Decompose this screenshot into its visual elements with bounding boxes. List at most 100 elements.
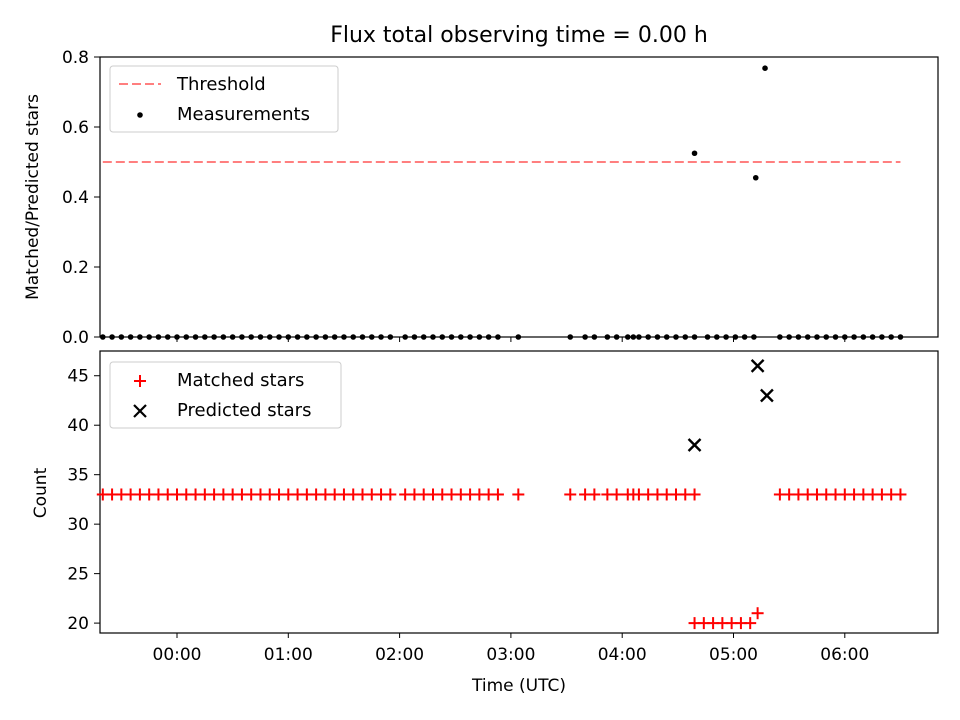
chart-title: Flux total observing time = 0.00 h xyxy=(330,23,708,48)
measurement-point xyxy=(313,334,319,340)
top-y-tick-label: 0.8 xyxy=(62,48,89,68)
measurement-point xyxy=(485,334,492,340)
measurement-point xyxy=(823,334,830,340)
measurement-point xyxy=(704,334,711,340)
measurement-point xyxy=(515,334,522,340)
measurement-point xyxy=(109,334,115,340)
measurement-point xyxy=(430,334,436,340)
measurement-point xyxy=(691,150,698,157)
top-legend-box xyxy=(109,65,339,133)
measurement-point xyxy=(752,174,759,181)
measurement-point xyxy=(127,334,134,340)
predicted-star-marker xyxy=(760,388,774,403)
matched-star-markers xyxy=(96,488,907,630)
measurement-point xyxy=(851,334,857,340)
measurement-point xyxy=(795,334,802,340)
measurement-point xyxy=(439,334,446,340)
measurement-point xyxy=(663,334,670,340)
top-panel: 0.00.20.40.60.8 Matched/Predicted stars … xyxy=(23,48,939,348)
top-y-tick-label: 0.4 xyxy=(62,188,89,208)
measurement-point xyxy=(741,334,748,340)
measurement-point xyxy=(211,334,217,340)
x-tick-label: 06:00 xyxy=(820,645,869,665)
measurement-point xyxy=(869,334,876,340)
measurement-point xyxy=(842,334,848,340)
measurement-point xyxy=(155,334,162,340)
bottom-y-tick-label: 35 xyxy=(67,466,89,486)
x-tick-label: 01:00 xyxy=(264,645,313,665)
predicted-star-markers xyxy=(687,358,774,452)
matched-star-marker xyxy=(688,488,701,501)
x-tick-label: 03:00 xyxy=(486,645,535,665)
top-y-axis-label: Matched/Predicted stars xyxy=(23,94,43,300)
matched-star-marker xyxy=(564,488,577,501)
measurement-point xyxy=(331,334,338,340)
measurement-point xyxy=(285,334,292,340)
bottom-legend: Matched stars Predicted stars xyxy=(109,361,342,429)
measurement-point xyxy=(192,334,199,340)
measurement-point xyxy=(682,334,689,340)
measurement-point xyxy=(322,334,329,340)
measurement-point xyxy=(714,334,720,340)
legend-measurements-label: Measurements xyxy=(177,104,310,125)
x-tick-label: 02:00 xyxy=(375,645,424,665)
top-y-tick-label: 0.2 xyxy=(62,258,89,278)
measurement-point xyxy=(624,334,631,340)
matched-star-marker xyxy=(512,488,525,501)
measurement-point xyxy=(118,334,125,340)
predicted-star-marker xyxy=(687,438,702,452)
measurement-point xyxy=(691,334,698,340)
measurement-point xyxy=(341,334,347,340)
x-tick-label: 04:00 xyxy=(598,645,647,665)
legend-matched-label: Matched stars xyxy=(177,370,304,391)
bottom-x-ticks: 00:00 01:00 02:00 03:00 04:00 05:00 06:00 xyxy=(153,633,869,665)
matched-star-marker xyxy=(491,488,504,501)
measurement-point xyxy=(220,334,227,340)
measurement-point xyxy=(359,334,366,340)
legend-predicted-label: Predicted stars xyxy=(177,400,311,421)
measurement-point xyxy=(248,334,254,340)
top-y-ticks: 0.0 0.2 0.4 0.6 0.8 xyxy=(62,48,100,348)
measurement-point xyxy=(613,334,620,340)
measurement-point xyxy=(146,334,152,340)
measurement-point xyxy=(582,334,588,340)
measurement-point xyxy=(860,334,867,340)
x-tick-label: 00:00 xyxy=(153,645,202,665)
measurement-point xyxy=(630,334,637,340)
measurement-points xyxy=(100,65,904,340)
bottom-panel: 20 25 30 35 40 45 00:00 01:00 02:00 03:00 04:00 05… xyxy=(31,350,939,696)
measurement-point xyxy=(420,334,427,340)
matched-star-marker xyxy=(588,488,601,501)
matched-star-marker xyxy=(751,607,764,620)
measurement-point xyxy=(888,334,894,340)
measurement-point xyxy=(448,334,455,340)
matched-star-marker xyxy=(610,488,623,501)
bottom-y-tick-label: 25 xyxy=(67,565,89,585)
measurement-point xyxy=(100,334,106,340)
measurement-point xyxy=(229,334,236,340)
legend-threshold-label: Threshold xyxy=(176,74,266,95)
measurement-point xyxy=(751,334,757,340)
measurement-point xyxy=(239,334,245,340)
measurement-point xyxy=(304,334,310,340)
measurement-point xyxy=(832,334,839,340)
bottom-y-tick-label: 20 xyxy=(67,614,89,634)
top-y-tick-label: 0.0 xyxy=(62,328,89,348)
measurement-point xyxy=(350,334,357,340)
measurement-point xyxy=(786,334,792,340)
measurement-point xyxy=(654,334,661,340)
measurement-point xyxy=(402,334,408,340)
measurement-point xyxy=(276,334,282,340)
measurement-point xyxy=(645,334,651,340)
legend-matched-swatch xyxy=(134,375,146,387)
bottom-y-ticks: 20 25 30 35 40 45 xyxy=(67,367,100,634)
measurement-point xyxy=(257,334,264,340)
measurement-point xyxy=(762,65,768,71)
measurement-point xyxy=(368,334,375,340)
measurement-point xyxy=(174,334,180,340)
measurement-point xyxy=(266,334,273,340)
bottom-y-axis-label: Count xyxy=(31,467,51,518)
legend-measurements-swatch xyxy=(137,112,143,118)
legend-predicted-swatch xyxy=(133,404,147,418)
